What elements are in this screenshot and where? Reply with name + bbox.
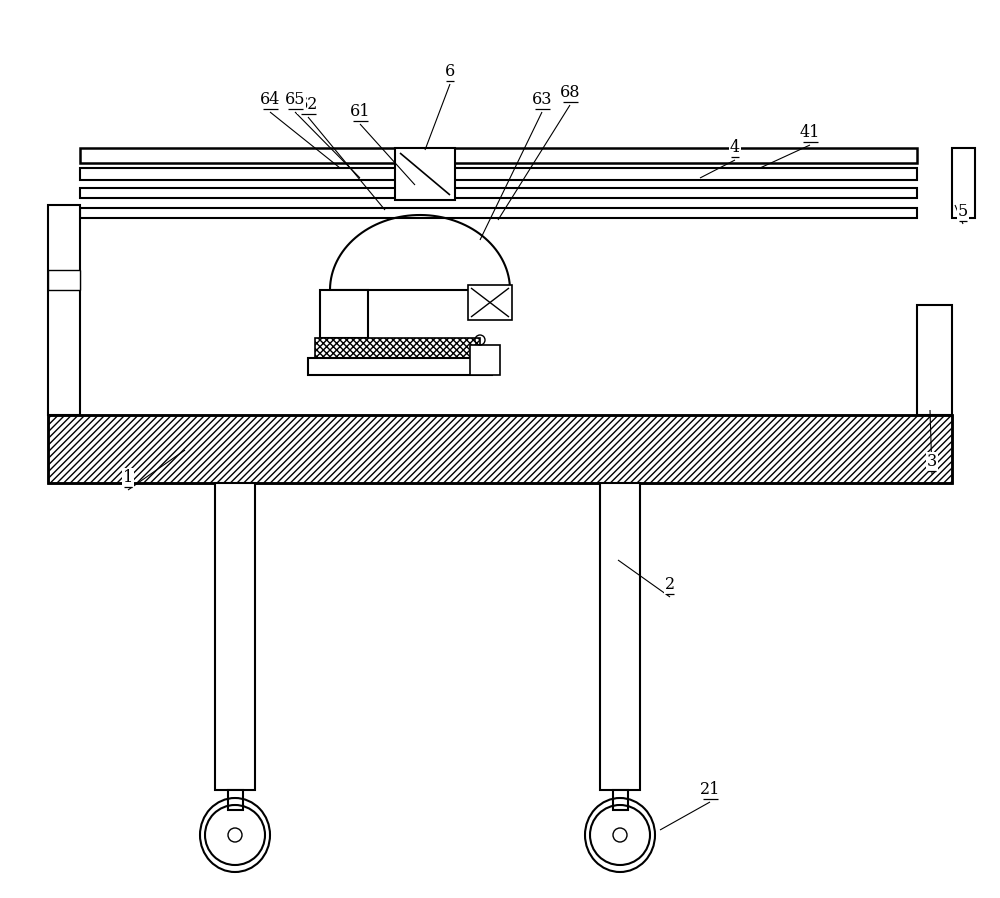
Bar [315, 338, 480, 358]
Bar [215, 483, 255, 790]
Bar [600, 483, 640, 790]
Bar [228, 790, 243, 810]
Text: 4: 4 [730, 139, 740, 156]
Text: 2: 2 [665, 576, 675, 593]
Bar [470, 345, 500, 375]
Text: 68: 68 [560, 84, 580, 101]
Text: 5: 5 [958, 203, 968, 220]
Text: 64: 64 [260, 91, 280, 108]
Bar [613, 790, 628, 810]
Bar [48, 205, 80, 415]
Text: 3: 3 [927, 453, 937, 470]
Bar [917, 305, 952, 415]
Bar [952, 148, 975, 218]
Text: 61: 61 [350, 103, 370, 120]
Text: 6: 6 [445, 63, 455, 80]
Bar [80, 208, 917, 218]
Bar [308, 358, 492, 375]
Bar [468, 285, 512, 320]
Bar [320, 290, 368, 338]
Text: 21: 21 [700, 781, 720, 798]
Bar [48, 415, 952, 483]
Bar [48, 415, 952, 483]
Bar [80, 148, 917, 163]
Text: 65: 65 [285, 91, 305, 108]
Text: 62: 62 [298, 96, 318, 113]
Text: 41: 41 [800, 124, 820, 141]
Text: 1: 1 [123, 469, 133, 486]
Bar [48, 270, 80, 290]
Bar [395, 148, 455, 200]
Bar [80, 168, 917, 180]
Text: 63: 63 [532, 91, 552, 108]
Bar [80, 188, 917, 198]
